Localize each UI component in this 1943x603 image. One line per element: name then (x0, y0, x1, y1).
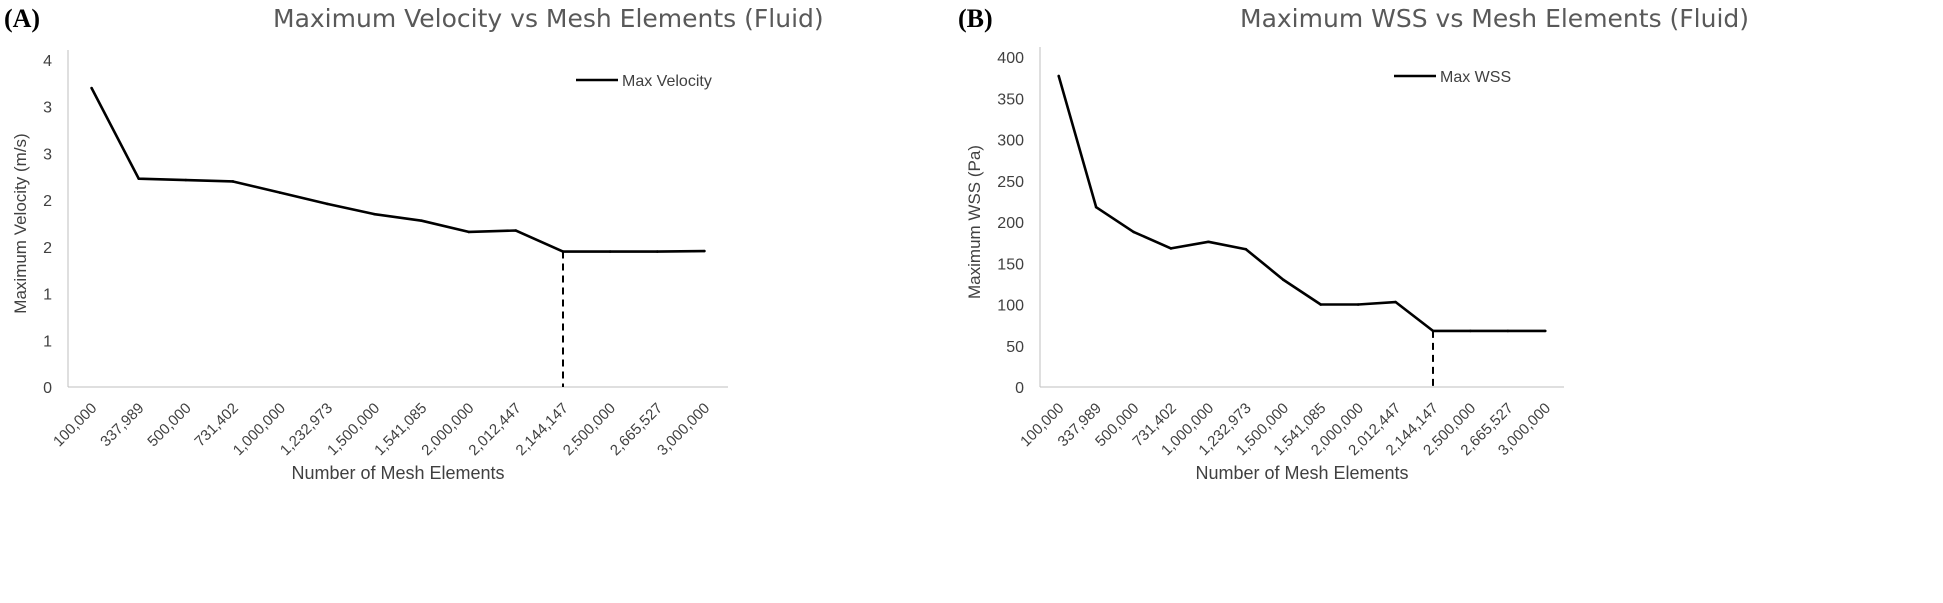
data-point-8 (467, 230, 471, 234)
y-axis-title: Maximum Velocity (m/s) (11, 133, 30, 313)
data-point-9 (514, 229, 518, 232)
data-point-10 (561, 250, 565, 253)
panel-b-tag: (B) (958, 4, 993, 33)
y-tick-label-6: 3 (43, 100, 52, 117)
y-axis-title: Maximum WSS (Pa) (965, 145, 984, 299)
y-tick-label-6: 300 (997, 133, 1024, 150)
data-point-9 (1394, 300, 1397, 304)
data-point-6 (1281, 278, 1285, 282)
series-line-max-velocity (90, 87, 705, 253)
data-point-13 (1543, 329, 1547, 333)
panel-b-title: Maximum WSS vs Mesh Elements (Fluid) (1240, 4, 1750, 33)
data-point-0 (1057, 74, 1061, 78)
x-tick-label-2: 500,000 (144, 400, 194, 450)
data-point-8 (1356, 303, 1360, 306)
data-point-1 (1094, 205, 1098, 209)
data-point-3 (231, 180, 235, 183)
data-point-0 (90, 86, 93, 90)
y-tick-label-1: 50 (1006, 339, 1024, 356)
wss-chart: 050100150200250300350400100,000337,98950… (965, 47, 1564, 483)
data-point-5 (325, 202, 329, 206)
data-point-4 (1207, 240, 1210, 244)
data-point-4 (278, 191, 282, 194)
data-point-12 (655, 250, 659, 253)
data-point-11 (1469, 329, 1472, 333)
x-tick-label-0: 100,000 (50, 400, 100, 450)
panel-a-title: Maximum Velocity vs Mesh Elements (Fluid… (273, 4, 824, 33)
legend-label: Max Velocity (622, 73, 712, 90)
x-tick-label-1: 337,989 (97, 400, 147, 450)
panel-a-tag: (A) (4, 4, 41, 33)
velocity-chart: 01122334100,000337,989500,000731,4021,00… (11, 50, 728, 483)
data-point-2 (1132, 230, 1135, 234)
y-tick-label-8: 400 (997, 50, 1024, 67)
y-tick-label-2: 1 (43, 287, 52, 304)
data-point-3 (1169, 247, 1173, 250)
data-point-2 (184, 178, 188, 182)
data-point-5 (1244, 247, 1248, 251)
y-tick-label-1: 1 (43, 333, 52, 350)
data-point-12 (1506, 329, 1510, 333)
y-tick-label-3: 2 (43, 240, 52, 257)
y-tick-label-0: 0 (1015, 380, 1024, 397)
data-point-11 (608, 250, 612, 253)
legend-label: Max WSS (1440, 69, 1511, 86)
y-tick-label-0: 0 (43, 380, 52, 397)
x-axis-title: Number of Mesh Elements (1195, 463, 1408, 483)
data-point-7 (420, 219, 423, 222)
y-tick-label-7: 350 (997, 91, 1024, 108)
x-axis-title: Number of Mesh Elements (291, 463, 504, 483)
data-point-13 (703, 249, 706, 253)
data-point-7 (1319, 303, 1323, 306)
data-point-6 (373, 212, 376, 216)
y-tick-label-3: 150 (997, 256, 1024, 273)
y-tick-label-2: 100 (997, 298, 1024, 315)
y-tick-label-5: 250 (997, 174, 1024, 191)
y-tick-label-4: 200 (997, 215, 1024, 232)
y-tick-label-7: 4 (43, 53, 52, 70)
y-tick-label-5: 3 (43, 146, 52, 163)
data-point-1 (137, 177, 141, 180)
series-line-max-wss (1057, 75, 1546, 333)
y-tick-label-4: 2 (43, 193, 52, 210)
data-point-10 (1431, 329, 1435, 333)
